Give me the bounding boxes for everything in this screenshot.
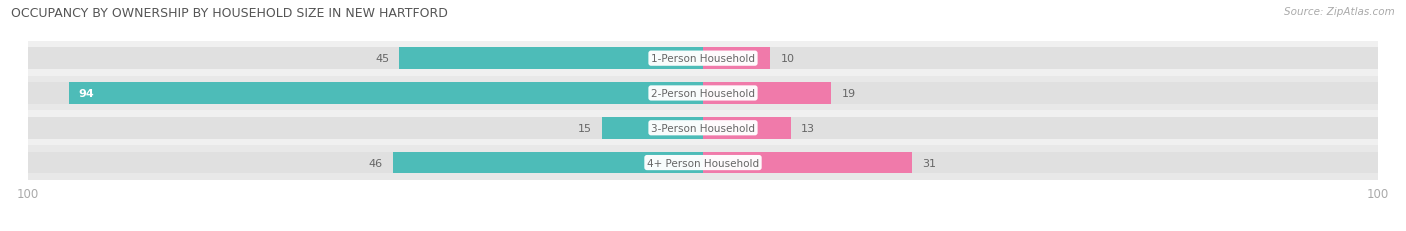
Text: Source: ZipAtlas.com: Source: ZipAtlas.com [1284, 7, 1395, 17]
Bar [703, 152, 1378, 174]
Bar [399, 48, 703, 70]
Bar [703, 118, 790, 139]
Bar [703, 118, 1378, 139]
Bar [703, 48, 1378, 70]
Text: 94: 94 [79, 88, 94, 99]
Text: 46: 46 [368, 158, 382, 168]
Text: 3-Person Household: 3-Person Household [651, 123, 755, 133]
Bar [28, 146, 1378, 180]
Bar [28, 118, 703, 139]
Bar [28, 83, 703, 104]
Bar [28, 48, 703, 70]
Text: 1-Person Household: 1-Person Household [651, 54, 755, 64]
Text: 15: 15 [578, 123, 592, 133]
Text: 19: 19 [841, 88, 855, 99]
Text: 100: 100 [1367, 188, 1389, 201]
Bar [703, 83, 1378, 104]
Text: 31: 31 [922, 158, 936, 168]
Text: 2-Person Household: 2-Person Household [651, 88, 755, 99]
Text: 4+ Person Household: 4+ Person Household [647, 158, 759, 168]
Bar [28, 42, 1378, 76]
Bar [703, 83, 831, 104]
Text: 45: 45 [375, 54, 389, 64]
Text: OCCUPANCY BY OWNERSHIP BY HOUSEHOLD SIZE IN NEW HARTFORD: OCCUPANCY BY OWNERSHIP BY HOUSEHOLD SIZE… [11, 7, 449, 20]
Text: 10: 10 [780, 54, 794, 64]
Bar [703, 48, 770, 70]
Bar [28, 152, 703, 174]
Bar [703, 152, 912, 174]
Bar [69, 83, 703, 104]
Bar [28, 76, 1378, 111]
Bar [28, 111, 1378, 146]
Bar [602, 118, 703, 139]
Text: 100: 100 [17, 188, 39, 201]
Text: 13: 13 [801, 123, 815, 133]
Bar [392, 152, 703, 174]
